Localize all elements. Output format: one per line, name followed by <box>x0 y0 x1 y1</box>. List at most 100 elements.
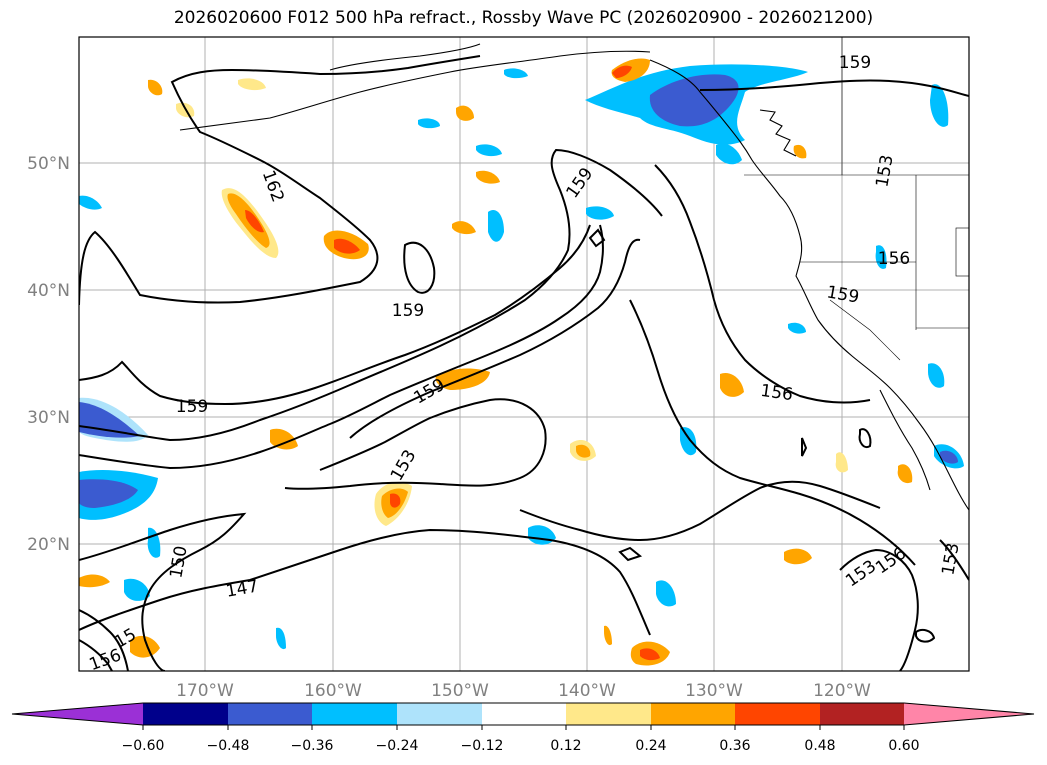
coastline-aleutians <box>179 50 651 131</box>
fill-pos-west-17n <box>79 574 110 588</box>
fill-pos-48n <box>476 170 500 184</box>
fill-pos-44n <box>452 221 476 235</box>
fill-neg-canada-east <box>930 84 949 127</box>
lat-tick-label: 30°N <box>27 408 70 428</box>
colorbar-tick-label: 0.48 <box>804 738 835 754</box>
fill-neg-46n <box>586 206 614 220</box>
refractivity-contours <box>79 55 969 671</box>
contour-159-loop <box>79 148 663 442</box>
colorbar-tick-label: −0.12 <box>461 738 504 754</box>
fill-pos-55n <box>456 105 474 121</box>
colorbar-segment <box>820 703 904 725</box>
colorbar-tick-label: 0.60 <box>888 738 919 754</box>
contour-153-se <box>939 539 969 581</box>
coastline-baja <box>879 389 931 491</box>
fill-pos-32n <box>720 372 744 397</box>
fill-neg-41n <box>875 245 887 269</box>
fill-pos-25n <box>835 452 848 473</box>
fill-pos-23n-core <box>390 493 401 508</box>
longitude-axis: 170°W 160°W 150°W 140°W 130°W 120°W <box>176 681 871 701</box>
colorbar-segment <box>228 703 312 725</box>
coastline-bc-islands <box>759 109 797 157</box>
contour-147 <box>79 528 651 636</box>
fill-neg-37n <box>788 322 806 334</box>
contour-159-inner <box>349 238 641 439</box>
colorbar-extend-min <box>12 703 143 725</box>
fill-neg-12n <box>276 627 286 650</box>
borders <box>744 37 969 361</box>
fill-neg-16n <box>656 580 676 607</box>
colorbar-tick-label: −0.60 <box>122 738 165 754</box>
colorbar-segment <box>397 703 482 725</box>
lon-tick-label: 170°W <box>176 681 234 701</box>
figure-title: 2026020600 F012 500 hPa refract., Rossby… <box>173 8 874 28</box>
colorbar-segment <box>143 703 228 725</box>
contour-159-nw <box>79 55 481 306</box>
lon-tick-label: 130°W <box>685 681 743 701</box>
fill-neg-25n-inner <box>79 479 138 508</box>
contour-small-1 <box>588 228 606 248</box>
contour-153-south <box>519 480 881 542</box>
contour-159-small <box>403 241 436 294</box>
fill-neg-west-16n <box>124 578 150 601</box>
map-frame <box>78 36 970 672</box>
contour-small-2 <box>618 546 643 562</box>
fill-neg-51n <box>476 144 502 157</box>
contour-small-4 <box>858 428 872 448</box>
colorbar-segment <box>312 703 397 725</box>
map-panel: 159 162 159 159 159 159 153 150 147 156 … <box>27 36 970 701</box>
fill-neg-54n <box>418 118 440 129</box>
fill-pos-south-core <box>640 648 660 661</box>
lon-tick-label: 120°W <box>813 681 871 701</box>
colorbar-segment <box>482 703 566 725</box>
colorbar-extend-max <box>904 703 1034 725</box>
contour-153-sw <box>79 639 113 671</box>
contour-159-north <box>699 79 969 97</box>
fill-neg-alaska-inner <box>649 74 739 127</box>
fill-pos-sw <box>130 635 160 658</box>
colorbar-segment <box>735 703 820 725</box>
lon-tick-label: 140°W <box>558 681 616 701</box>
fill-neg-58n <box>504 68 528 79</box>
fill-pos-28n <box>270 428 298 450</box>
fill-neg-45n <box>488 210 504 242</box>
fill-pos-57n <box>148 79 163 96</box>
contour-156-sw <box>79 609 129 671</box>
fill-pos-57n-b <box>238 78 266 91</box>
fill-neg-sw-us <box>928 363 945 388</box>
lat-tick-label: 50°N <box>27 154 70 174</box>
contour-label: 159 <box>839 53 871 73</box>
contour-156 <box>79 224 604 470</box>
contour-small-5 <box>801 437 808 457</box>
contour-156-se <box>839 548 919 671</box>
colorbar-ticks <box>142 725 905 730</box>
colorbar-tick-label: −0.48 <box>207 738 250 754</box>
coastline-north-america <box>649 59 969 511</box>
fill-neg-bc-coast <box>716 143 742 165</box>
fill-pos-wa <box>793 144 807 159</box>
contour-159-mid <box>79 224 591 406</box>
colorbar-tick-label: 0.12 <box>550 738 581 754</box>
colorbar-tick-label: −0.36 <box>291 738 334 754</box>
colorbar-tick-labels: −0.60 −0.48 −0.36 −0.24 −0.12 0.12 0.24 … <box>122 738 920 754</box>
coastlines <box>179 43 969 511</box>
contour-153 <box>284 398 547 490</box>
contour-small-3 <box>915 629 936 643</box>
lat-tick-label: 40°N <box>27 281 70 301</box>
contour-label: 156 <box>759 381 794 405</box>
fill-neg-29n <box>680 427 697 456</box>
colorbar-segment <box>566 703 651 725</box>
fill-pos-18n <box>784 548 812 565</box>
contour-label: 159 <box>176 397 208 417</box>
fill-pos-26n <box>576 444 591 458</box>
contour-label: 159 <box>392 301 424 321</box>
contour-156-east <box>629 299 916 566</box>
fill-pos-baja <box>897 464 913 484</box>
fill-pos-12n <box>604 625 612 646</box>
border-state-5 <box>955 227 969 277</box>
fill-pos-43n-core <box>334 238 360 254</box>
contour-159-east <box>654 164 871 404</box>
contour-label: 156 <box>878 249 910 269</box>
fill-pos-alaska-core <box>612 65 632 78</box>
